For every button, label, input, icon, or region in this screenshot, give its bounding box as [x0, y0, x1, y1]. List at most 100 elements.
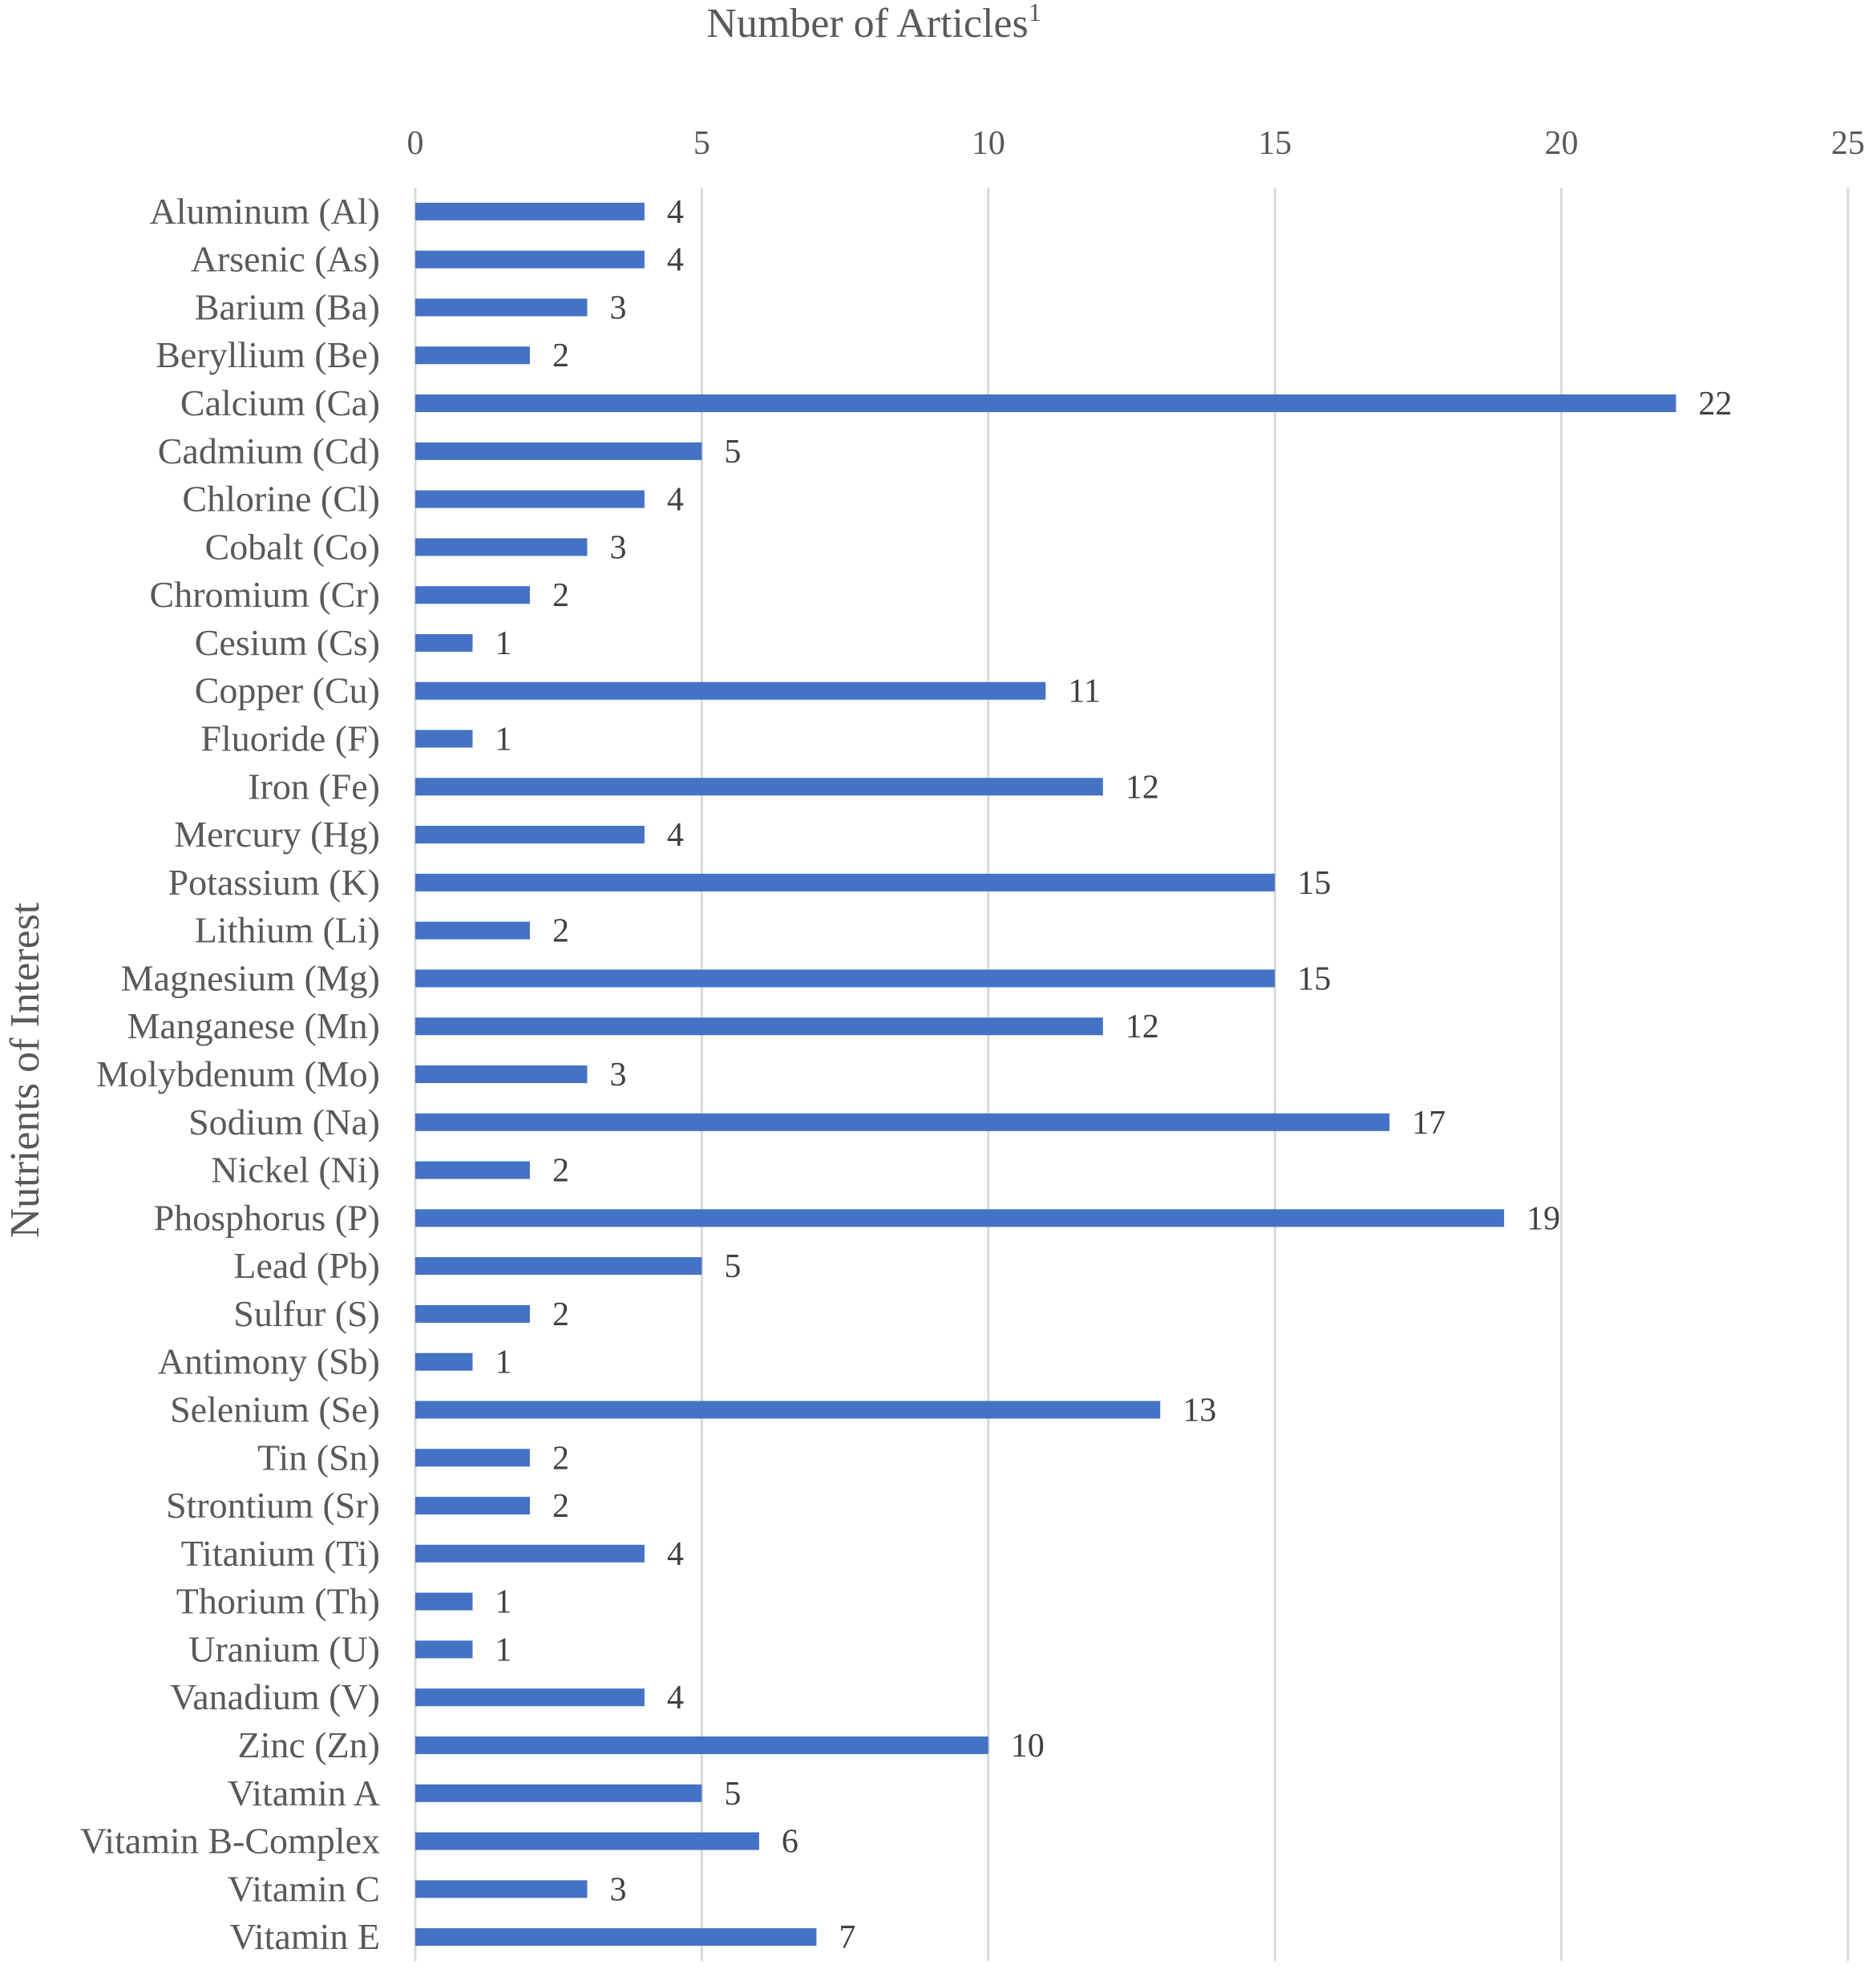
category-label: Lithium (Li): [195, 910, 380, 951]
bar: [415, 921, 530, 940]
bar-value-label: 5: [724, 434, 741, 471]
bar-value-label: 17: [1412, 1105, 1445, 1142]
x-axis-ticks: 0 5 10 15 20 25: [407, 125, 1866, 162]
category-label: Strontium (Sr): [166, 1485, 380, 1526]
bar-value-label: 10: [1011, 1728, 1045, 1765]
bar-value-label: 1: [495, 722, 511, 758]
chart-title: Number of Articles1: [706, 0, 1041, 46]
bar: [415, 969, 1276, 988]
bar: [415, 1304, 530, 1323]
bar: [415, 1640, 473, 1659]
category-label: Lead (Pb): [233, 1245, 380, 1286]
bar-value-label: 6: [782, 1824, 799, 1861]
bar: [415, 490, 645, 508]
bars: [415, 202, 1676, 1947]
bar-value-label: 1: [495, 1584, 511, 1621]
bar: [415, 826, 645, 844]
bar: [415, 1928, 817, 1947]
category-label: Magnesium (Mg): [121, 957, 380, 998]
category-label: Cadmium (Cd): [158, 431, 380, 471]
bar-value-label: 11: [1068, 673, 1100, 710]
bar: [415, 586, 530, 604]
bar-value-label: 4: [667, 482, 684, 519]
x-tick-label: 10: [972, 125, 1005, 162]
category-label: Arsenic (As): [191, 239, 380, 280]
category-label: Cesium (Cs): [195, 622, 380, 663]
bar: [415, 1017, 1103, 1036]
category-label: Titanium (Ti): [181, 1533, 380, 1574]
bar: [415, 873, 1276, 891]
category-label: Vitamin C: [228, 1868, 380, 1909]
category-label: Tin (Sn): [257, 1437, 380, 1478]
category-label: Thorium (Th): [176, 1581, 380, 1622]
bar: [415, 1161, 530, 1179]
category-label: Antimony (Sb): [158, 1341, 380, 1382]
x-tick-label: 15: [1258, 125, 1292, 162]
bar-value-label: 1: [495, 1631, 511, 1668]
bar: [415, 633, 473, 652]
bar-value-label: 15: [1297, 960, 1331, 997]
bar: [415, 1449, 530, 1467]
bar: [415, 1497, 530, 1515]
data-labels: 4432225432111112415215123172195211322411…: [495, 194, 1732, 1956]
bar: [415, 730, 473, 748]
bar-value-label: 2: [552, 1440, 569, 1477]
bar: [415, 1065, 588, 1083]
category-label: Vitamin E: [229, 1916, 380, 1957]
bar-value-label: 22: [1699, 386, 1732, 422]
category-label: Phosphorus (P): [154, 1197, 380, 1238]
bar: [415, 1257, 702, 1276]
bar-value-label: 3: [609, 529, 626, 566]
category-label: Sodium (Na): [188, 1102, 380, 1142]
bar: [415, 1352, 473, 1371]
x-tick-label: 20: [1545, 125, 1579, 162]
bar-value-label: 1: [495, 625, 511, 662]
category-label: Vitamin A: [228, 1773, 380, 1813]
bar: [415, 1688, 645, 1707]
category-label: Iron (Fe): [248, 766, 380, 807]
bar-value-label: 15: [1297, 865, 1331, 902]
category-label: Vanadium (V): [170, 1676, 380, 1717]
bar: [415, 1592, 473, 1611]
bar-value-label: 4: [667, 817, 684, 854]
category-label: Barium (Ba): [195, 286, 380, 327]
bar-value-label: 3: [609, 289, 626, 326]
bar: [415, 1401, 1161, 1419]
category-labels: Aluminum (Al) Arsenic (As) Barium (Ba) Bery…: [80, 191, 380, 1957]
category-label: Nickel (Ni): [211, 1150, 380, 1191]
bar: [415, 538, 588, 556]
bar-value-label: 5: [724, 1776, 741, 1813]
y-axis-title: Nutrients of Interest: [2, 902, 48, 1238]
category-label: Aluminum (Al): [150, 191, 380, 232]
category-label: Fluoride (F): [200, 718, 380, 759]
bar: [415, 1880, 588, 1898]
bar-value-label: 2: [552, 1488, 569, 1525]
bar: [415, 202, 645, 220]
category-label: Mercury (Hg): [174, 814, 380, 855]
x-tick-label: 25: [1831, 125, 1865, 162]
category-label: Sulfur (S): [233, 1293, 380, 1334]
bar-value-label: 7: [839, 1919, 855, 1956]
category-label: Vitamin B-Complex: [80, 1821, 380, 1862]
category-label: Chlorine (Cl): [182, 479, 380, 520]
bar: [415, 1544, 645, 1563]
gridlines: [414, 188, 1850, 1961]
bar-value-label: 2: [552, 913, 569, 950]
x-tick-label: 0: [407, 125, 424, 162]
bar: [415, 778, 1103, 796]
bar-value-label: 3: [609, 1871, 626, 1908]
bar-value-label: 2: [552, 1296, 569, 1333]
category-label: Selenium (Se): [170, 1389, 380, 1429]
bar-value-label: 2: [552, 1153, 569, 1190]
bar-value-label: 12: [1126, 1009, 1159, 1045]
chart-title-text: Number of Articles: [706, 1, 1028, 46]
category-label: Copper (Cu): [195, 670, 380, 711]
x-tick-label: 5: [693, 125, 710, 162]
category-label: Potassium (K): [168, 862, 381, 903]
bar: [415, 681, 1046, 700]
bar-value-label: 12: [1126, 769, 1159, 806]
bar: [415, 1832, 759, 1850]
bar-value-label: 2: [552, 338, 569, 374]
bar: [415, 1784, 702, 1802]
